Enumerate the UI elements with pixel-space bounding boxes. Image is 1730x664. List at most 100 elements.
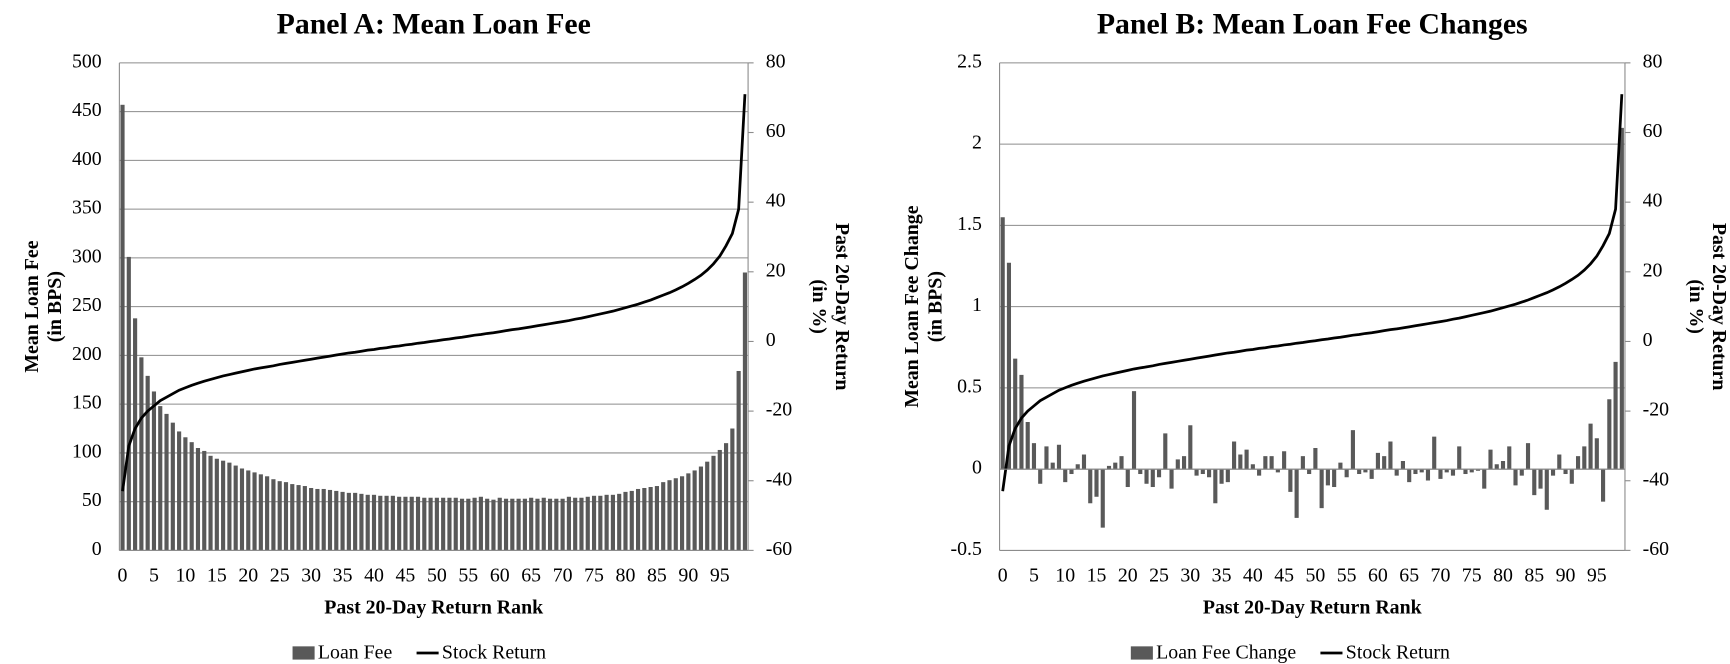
bar xyxy=(711,455,716,551)
bar xyxy=(1232,441,1237,470)
y-tick-label: 250 xyxy=(72,294,102,316)
y2-axis-label: Past 20-Day Return xyxy=(1708,223,1730,391)
y2-axis-label: (in %) xyxy=(1685,279,1707,334)
bar xyxy=(1363,469,1368,473)
bar xyxy=(554,498,559,551)
bar xyxy=(1357,469,1362,475)
bar xyxy=(296,485,301,551)
bar xyxy=(441,497,446,551)
bar xyxy=(397,496,402,551)
y-tick-label: 150 xyxy=(72,392,102,414)
y-tick-label: 2.5 xyxy=(957,50,982,72)
bar xyxy=(698,466,704,551)
bar xyxy=(1388,441,1393,470)
bar xyxy=(1044,446,1049,470)
bar xyxy=(365,494,370,551)
bar xyxy=(491,499,496,551)
bar xyxy=(604,494,609,551)
bar xyxy=(1269,456,1274,470)
x-tick-label: 0 xyxy=(118,564,128,586)
bar xyxy=(529,497,534,551)
x-tick-label: 5 xyxy=(149,564,159,586)
bar xyxy=(453,497,458,551)
bar xyxy=(1069,469,1074,475)
y2-tick-label: 80 xyxy=(766,50,786,72)
x-tick-label: 90 xyxy=(678,564,698,586)
bar xyxy=(1332,469,1337,488)
bar xyxy=(1019,374,1024,470)
x-tick-label: 25 xyxy=(270,564,290,586)
bar xyxy=(208,455,213,551)
y-tick-label: 100 xyxy=(72,440,102,462)
legend-swatch xyxy=(1130,646,1153,660)
y2-tick-label: -40 xyxy=(1643,468,1670,490)
bar xyxy=(1119,456,1124,470)
bar xyxy=(246,470,251,551)
bar xyxy=(1375,452,1380,470)
bar xyxy=(221,460,226,551)
bar xyxy=(1063,469,1068,483)
x-tick-label: 45 xyxy=(1274,564,1294,586)
bar xyxy=(541,497,546,551)
bar xyxy=(1582,446,1587,470)
bar xyxy=(717,449,722,551)
bar xyxy=(1575,456,1581,470)
bar xyxy=(145,375,150,551)
bar xyxy=(1088,469,1093,504)
bar xyxy=(1075,464,1080,470)
y-tick-label: 300 xyxy=(72,245,102,267)
bar xyxy=(309,487,314,551)
bar xyxy=(183,437,188,551)
x-axis-label: Past 20-Day Return Rank xyxy=(324,596,543,618)
bar xyxy=(686,473,691,551)
y2-tick-label: 60 xyxy=(766,120,786,142)
bar xyxy=(1200,469,1205,475)
bar xyxy=(1038,469,1043,484)
bar xyxy=(503,498,509,551)
bar xyxy=(1156,469,1162,478)
bar xyxy=(1244,449,1249,470)
y2-tick-label: 40 xyxy=(1643,190,1663,212)
y2-tick-label: 0 xyxy=(1643,329,1653,351)
bar xyxy=(1500,461,1506,470)
line xyxy=(1001,94,1624,492)
y-axis-label: Mean Loan Fee xyxy=(21,240,43,372)
y-tick-label: 400 xyxy=(72,148,102,170)
bar xyxy=(378,495,383,551)
y-tick-label: 2 xyxy=(972,132,982,154)
x-axis-label: Past 20-Day Return Rank xyxy=(1203,596,1422,618)
bar xyxy=(459,498,465,551)
x-tick-label: 40 xyxy=(364,564,384,586)
bar xyxy=(120,104,125,551)
y2-tick-label: -40 xyxy=(766,468,793,490)
x-tick-label: 15 xyxy=(1087,564,1107,586)
bar xyxy=(195,448,201,551)
chart-title: Panel B: Mean Loan Fee Changes xyxy=(1097,7,1528,40)
bar xyxy=(1394,469,1399,476)
bar xyxy=(667,480,672,551)
bar xyxy=(1507,446,1512,470)
bar xyxy=(214,458,219,551)
bar xyxy=(1207,469,1212,478)
x-tick-label: 65 xyxy=(521,564,541,586)
x-tick-label: 70 xyxy=(553,564,573,586)
x-tick-label: 75 xyxy=(584,564,604,586)
x-tick-label: 75 xyxy=(1462,564,1482,586)
bar xyxy=(730,428,735,551)
x-tick-label: 10 xyxy=(1055,564,1075,586)
bar xyxy=(1338,462,1343,470)
y-tick-label: 1.5 xyxy=(957,213,982,235)
y2-tick-label: 60 xyxy=(1643,120,1663,142)
x-tick-label: 0 xyxy=(998,564,1008,586)
bar xyxy=(654,486,659,551)
bar xyxy=(742,272,748,551)
bar xyxy=(359,493,364,551)
x-tick-label: 50 xyxy=(1305,564,1325,586)
x-tick-label: 70 xyxy=(1431,564,1451,586)
bar xyxy=(1525,443,1531,470)
bar xyxy=(327,489,333,551)
x-tick-label: 60 xyxy=(490,564,510,586)
bar xyxy=(566,496,571,551)
x-tick-label: 15 xyxy=(207,564,227,586)
